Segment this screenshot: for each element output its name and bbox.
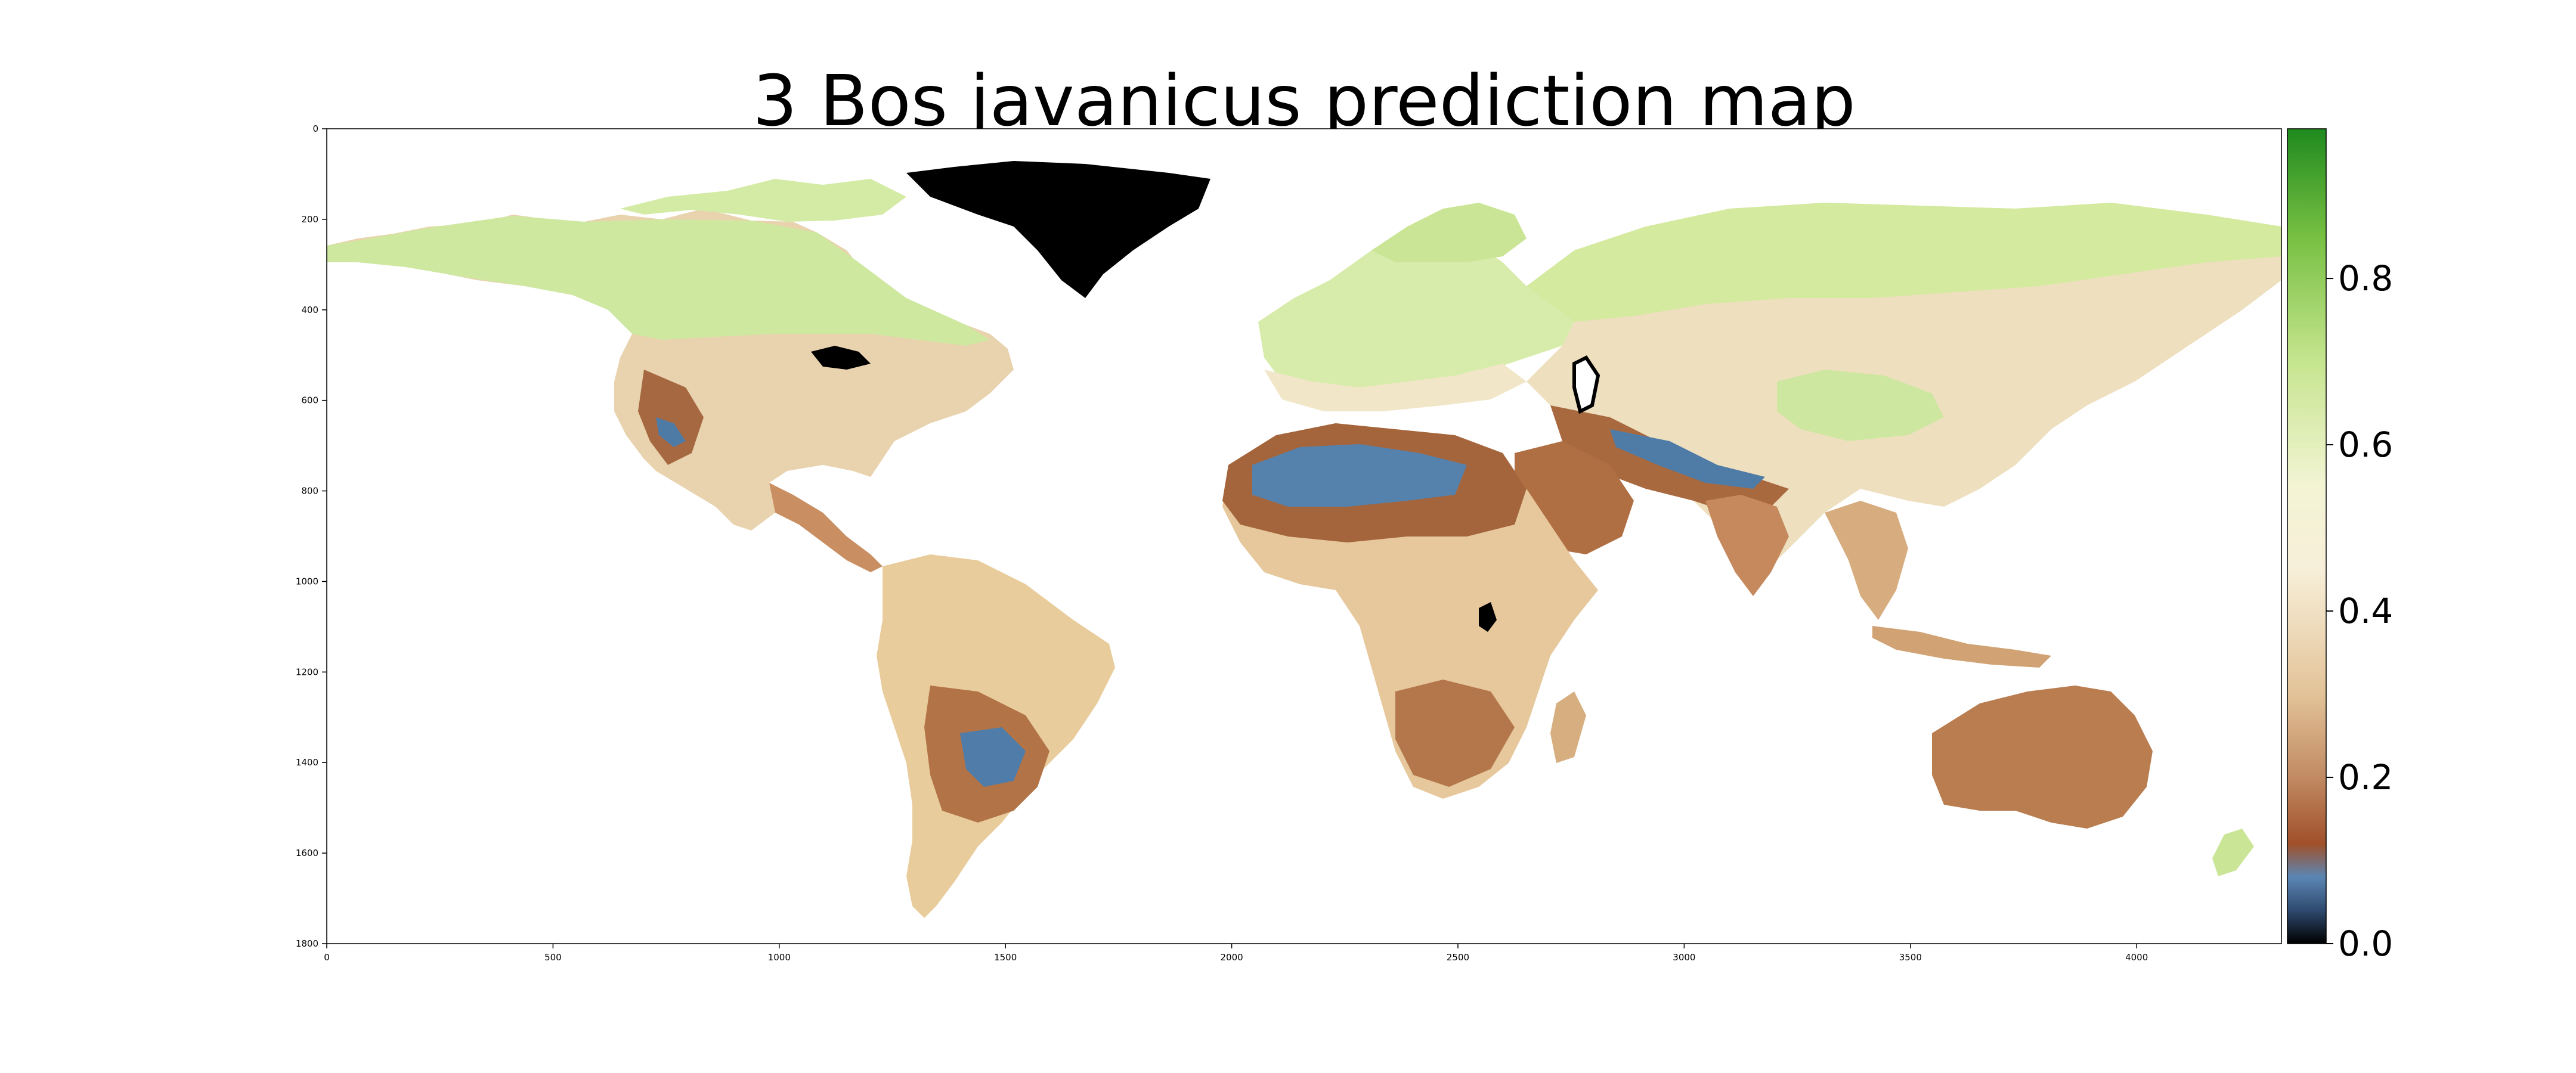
y-tick-label: 800	[301, 486, 318, 497]
map-frame	[326, 128, 2282, 944]
no-data-great-lakes	[811, 346, 871, 370]
no-data-african-lakes	[1479, 602, 1497, 632]
x-tick-label: 4000	[2125, 952, 2148, 963]
colorbar-tick-label: 0.0	[2338, 923, 2393, 964]
map-axes: 0 500 1000 1500 2000 2500 3000 3500 4000 0 200 400…	[296, 123, 2282, 963]
x-tick-label: 1000	[768, 952, 791, 963]
colorbar-tick-label: 0.2	[2338, 757, 2393, 798]
region-europe-south	[1264, 364, 1527, 411]
region-north-america-blue	[656, 417, 686, 447]
region-asia-north-high	[1527, 203, 2281, 322]
landmass-madagascar	[1550, 691, 1586, 763]
landmass-indonesia	[1872, 626, 2051, 668]
region-southern-africa-low	[1395, 680, 1515, 787]
colorbar-tick-label: 0.6	[2338, 424, 2393, 465]
y-tick-label: 200	[301, 214, 318, 225]
colorbar-gradient	[2287, 128, 2327, 944]
y-tick-label: 1800	[296, 938, 318, 949]
no-data-caspian	[1572, 355, 1600, 414]
landmass-scandinavia	[1371, 203, 1527, 262]
region-north-america-low	[638, 370, 704, 465]
colorbar-tick-label: 0.8	[2338, 258, 2393, 299]
landmass-new-zealand	[2212, 829, 2254, 876]
y-tick-label: 1400	[296, 757, 318, 768]
y-tick-label: 1000	[296, 576, 318, 587]
colorbar-ticks: 0.0 0.2 0.4 0.6 0.8	[2326, 258, 2393, 964]
landmass-canadian-archipelago	[620, 179, 906, 222]
region-sahara-blue	[1252, 444, 1467, 507]
landmass-europe	[1258, 232, 1574, 399]
x-tick-label: 1500	[994, 952, 1017, 963]
y-tick-label: 0	[312, 123, 318, 134]
region-north-america-high	[327, 216, 990, 346]
y-tick-label: 1200	[296, 666, 318, 677]
y-tick-label: 600	[301, 395, 318, 406]
landmass-australia	[1932, 686, 2153, 829]
x-axis-ticks: 0 500 1000 1500 2000 2500 3000 3500 4000	[324, 944, 2148, 963]
region-south-america-blue	[960, 727, 1026, 787]
colorbar-tick-label: 0.4	[2338, 591, 2393, 631]
landmass-greenland	[906, 161, 1210, 298]
landmass-southeast-asia	[1825, 501, 1908, 620]
region-tibetan-plateau	[1777, 370, 1944, 441]
x-tick-label: 2500	[1447, 952, 1469, 963]
landmass-central-america	[769, 483, 883, 572]
x-tick-label: 500	[544, 952, 562, 963]
x-tick-label: 2000	[1220, 952, 1243, 963]
map-raster	[327, 161, 2281, 918]
landmass-india	[1705, 495, 1789, 596]
y-axis-ticks: 0 200 400 600 800 1000 1200 1400 1600 1800	[296, 123, 327, 949]
y-tick-label: 1600	[296, 848, 318, 858]
colorbar: 0.0 0.2 0.4 0.6 0.8	[2287, 128, 2393, 964]
x-tick-label: 3500	[1899, 952, 1922, 963]
y-tick-label: 400	[301, 305, 318, 315]
x-tick-label: 0	[324, 952, 330, 963]
x-tick-label: 3000	[1673, 952, 1695, 963]
region-asia-blue	[1610, 429, 1765, 489]
figure-title: 3 Bos javanicus prediction map	[753, 60, 1856, 142]
